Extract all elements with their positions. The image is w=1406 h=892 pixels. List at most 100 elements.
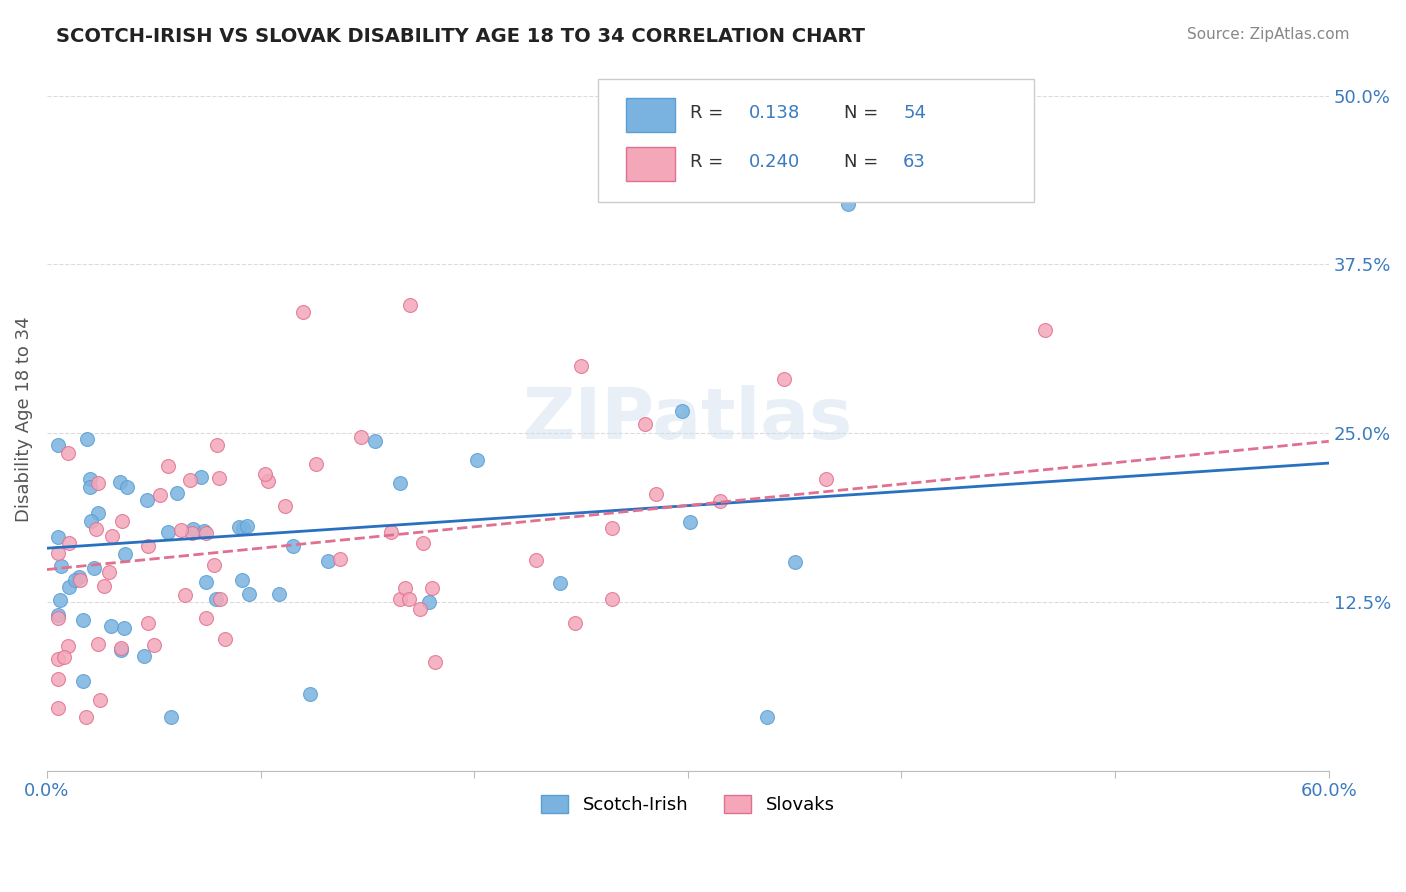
Point [190, 469, 212, 483]
Point [69, 574, 91, 588]
Point [409, 602, 432, 616]
Point [232, 521, 254, 535]
Text: SCOTCH-IRISH VS SLOVAK DISABILITY AGE 18 TO 34 CORRELATION CHART: SCOTCH-IRISH VS SLOVAK DISABILITY AGE 18… [56, 27, 865, 45]
FancyBboxPatch shape [626, 98, 675, 132]
Point [214, 632, 236, 647]
Point [205, 438, 228, 452]
Point [181, 526, 204, 541]
Point [75, 709, 97, 723]
FancyBboxPatch shape [626, 147, 675, 181]
Point [136, 493, 159, 508]
Point [202, 558, 225, 572]
Point [756, 709, 779, 723]
Point [84, 522, 107, 536]
Point [679, 515, 702, 529]
Point [228, 519, 250, 533]
Point [110, 640, 132, 655]
Point [79, 480, 101, 494]
Point [420, 581, 443, 595]
Point [101, 529, 124, 543]
Point [136, 539, 159, 553]
Point [112, 621, 135, 635]
FancyBboxPatch shape [598, 79, 1033, 202]
Point [837, 196, 859, 211]
Legend: Scotch-Irish, Slovaks: Scotch-Irish, Slovaks [530, 784, 845, 825]
Point [46, 531, 69, 545]
Point [773, 372, 796, 386]
Point [46, 608, 69, 623]
Point [465, 453, 488, 467]
Point [83, 560, 105, 574]
Point [46, 701, 69, 715]
Point [46, 611, 69, 625]
Point [398, 591, 420, 606]
Point [53, 649, 76, 664]
Point [231, 573, 253, 587]
Text: 54: 54 [903, 103, 927, 121]
Point [418, 594, 440, 608]
Point [110, 475, 132, 490]
Point [63, 574, 86, 588]
Point [257, 474, 280, 488]
Point [149, 488, 172, 502]
Point [76, 432, 98, 446]
Point [564, 615, 586, 630]
Point [388, 591, 411, 606]
Point [170, 523, 193, 537]
Point [634, 417, 657, 431]
Point [848, 156, 870, 170]
Point [111, 514, 134, 528]
Point [298, 687, 321, 701]
Point [179, 473, 201, 487]
Point [890, 129, 912, 144]
Point [316, 554, 339, 568]
Point [423, 655, 446, 669]
Point [58, 535, 80, 549]
Point [380, 524, 402, 539]
Point [46, 438, 69, 452]
Point [72, 673, 94, 688]
Text: 0.240: 0.240 [749, 153, 800, 171]
Text: R =: R = [690, 103, 730, 121]
Point [412, 536, 434, 550]
Text: 63: 63 [903, 153, 927, 171]
Point [100, 619, 122, 633]
Point [159, 709, 181, 723]
Point [815, 472, 838, 486]
Point [364, 434, 387, 448]
Point [208, 591, 231, 606]
Point [87, 506, 110, 520]
Text: ZIPatlas: ZIPatlas [523, 385, 853, 454]
Point [46, 652, 69, 666]
Point [394, 581, 416, 595]
Point [548, 576, 571, 591]
Point [671, 403, 693, 417]
Point [205, 592, 228, 607]
Point [157, 458, 180, 473]
Point [194, 574, 217, 589]
Point [274, 499, 297, 513]
Point [254, 467, 277, 481]
Text: N =: N = [844, 153, 884, 171]
Point [93, 579, 115, 593]
Point [267, 587, 290, 601]
Point [174, 588, 197, 602]
Point [46, 673, 69, 687]
Point [166, 486, 188, 500]
Point [238, 586, 260, 600]
Point [79, 514, 101, 528]
Point [48, 593, 70, 607]
Point [89, 692, 111, 706]
Point [785, 555, 807, 569]
Point [98, 565, 121, 579]
Point [86, 637, 108, 651]
Point [388, 475, 411, 490]
Point [600, 521, 623, 535]
Point [51, 559, 73, 574]
Point [72, 613, 94, 627]
Point [329, 551, 352, 566]
Point [207, 471, 229, 485]
Point [350, 429, 373, 443]
Point [46, 546, 69, 560]
Point [136, 616, 159, 631]
